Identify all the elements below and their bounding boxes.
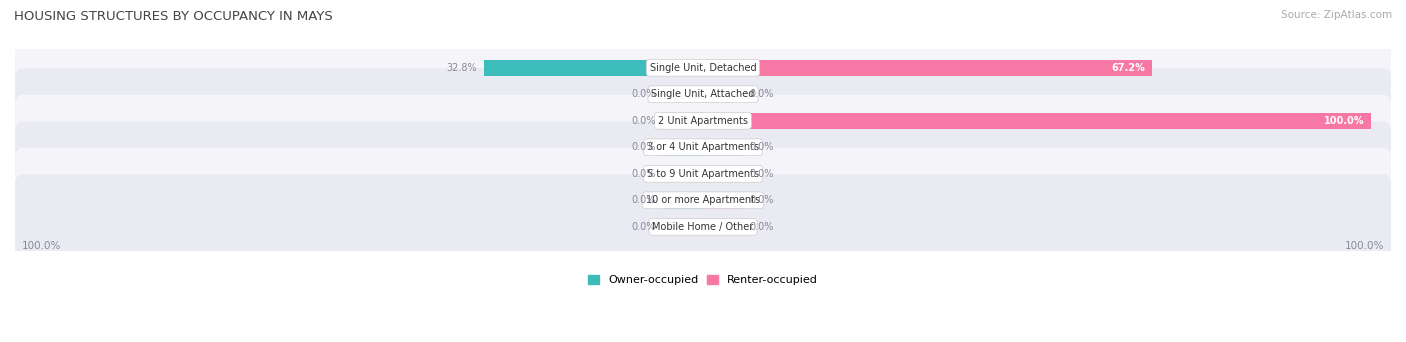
Text: 10 or more Apartments: 10 or more Apartments bbox=[645, 195, 761, 205]
FancyBboxPatch shape bbox=[11, 148, 1395, 253]
FancyBboxPatch shape bbox=[11, 15, 1395, 120]
Text: 2 Unit Apartments: 2 Unit Apartments bbox=[658, 116, 748, 126]
Text: 0.0%: 0.0% bbox=[631, 89, 657, 99]
Bar bbox=[662, 113, 703, 129]
FancyBboxPatch shape bbox=[11, 42, 1395, 147]
Text: 100.0%: 100.0% bbox=[1346, 241, 1385, 251]
Text: Single Unit, Detached: Single Unit, Detached bbox=[650, 63, 756, 73]
Text: HOUSING STRUCTURES BY OCCUPANCY IN MAYS: HOUSING STRUCTURES BY OCCUPANCY IN MAYS bbox=[14, 10, 333, 23]
Text: 100.0%: 100.0% bbox=[1324, 116, 1364, 126]
Bar bbox=[703, 113, 1371, 129]
Text: 0.0%: 0.0% bbox=[631, 222, 657, 232]
Bar bbox=[703, 86, 744, 103]
Bar bbox=[703, 219, 744, 235]
Text: Source: ZipAtlas.com: Source: ZipAtlas.com bbox=[1281, 10, 1392, 20]
Text: Single Unit, Attached: Single Unit, Attached bbox=[651, 89, 755, 99]
Text: Mobile Home / Other: Mobile Home / Other bbox=[652, 222, 754, 232]
Text: 0.0%: 0.0% bbox=[749, 89, 775, 99]
Text: 0.0%: 0.0% bbox=[631, 195, 657, 205]
Text: 0.0%: 0.0% bbox=[749, 222, 775, 232]
Bar bbox=[703, 139, 744, 156]
Text: 5 to 9 Unit Apartments: 5 to 9 Unit Apartments bbox=[647, 169, 759, 179]
Bar bbox=[662, 166, 703, 182]
Text: 0.0%: 0.0% bbox=[631, 142, 657, 152]
Bar bbox=[662, 86, 703, 103]
Text: 100.0%: 100.0% bbox=[21, 241, 60, 251]
Text: 0.0%: 0.0% bbox=[749, 195, 775, 205]
FancyBboxPatch shape bbox=[11, 95, 1395, 200]
FancyBboxPatch shape bbox=[11, 121, 1395, 226]
Text: 0.0%: 0.0% bbox=[749, 142, 775, 152]
Bar bbox=[662, 139, 703, 156]
Bar bbox=[484, 60, 703, 76]
Bar bbox=[662, 219, 703, 235]
Text: 0.0%: 0.0% bbox=[631, 169, 657, 179]
Text: 32.8%: 32.8% bbox=[447, 63, 477, 73]
Bar bbox=[703, 166, 744, 182]
Text: 67.2%: 67.2% bbox=[1111, 63, 1146, 73]
Text: 0.0%: 0.0% bbox=[631, 116, 657, 126]
FancyBboxPatch shape bbox=[11, 174, 1395, 279]
Legend: Owner-occupied, Renter-occupied: Owner-occupied, Renter-occupied bbox=[583, 270, 823, 289]
Text: 0.0%: 0.0% bbox=[749, 169, 775, 179]
Bar bbox=[703, 60, 1152, 76]
Bar bbox=[662, 192, 703, 209]
Bar bbox=[703, 192, 744, 209]
Text: 3 or 4 Unit Apartments: 3 or 4 Unit Apartments bbox=[647, 142, 759, 152]
FancyBboxPatch shape bbox=[11, 68, 1395, 173]
